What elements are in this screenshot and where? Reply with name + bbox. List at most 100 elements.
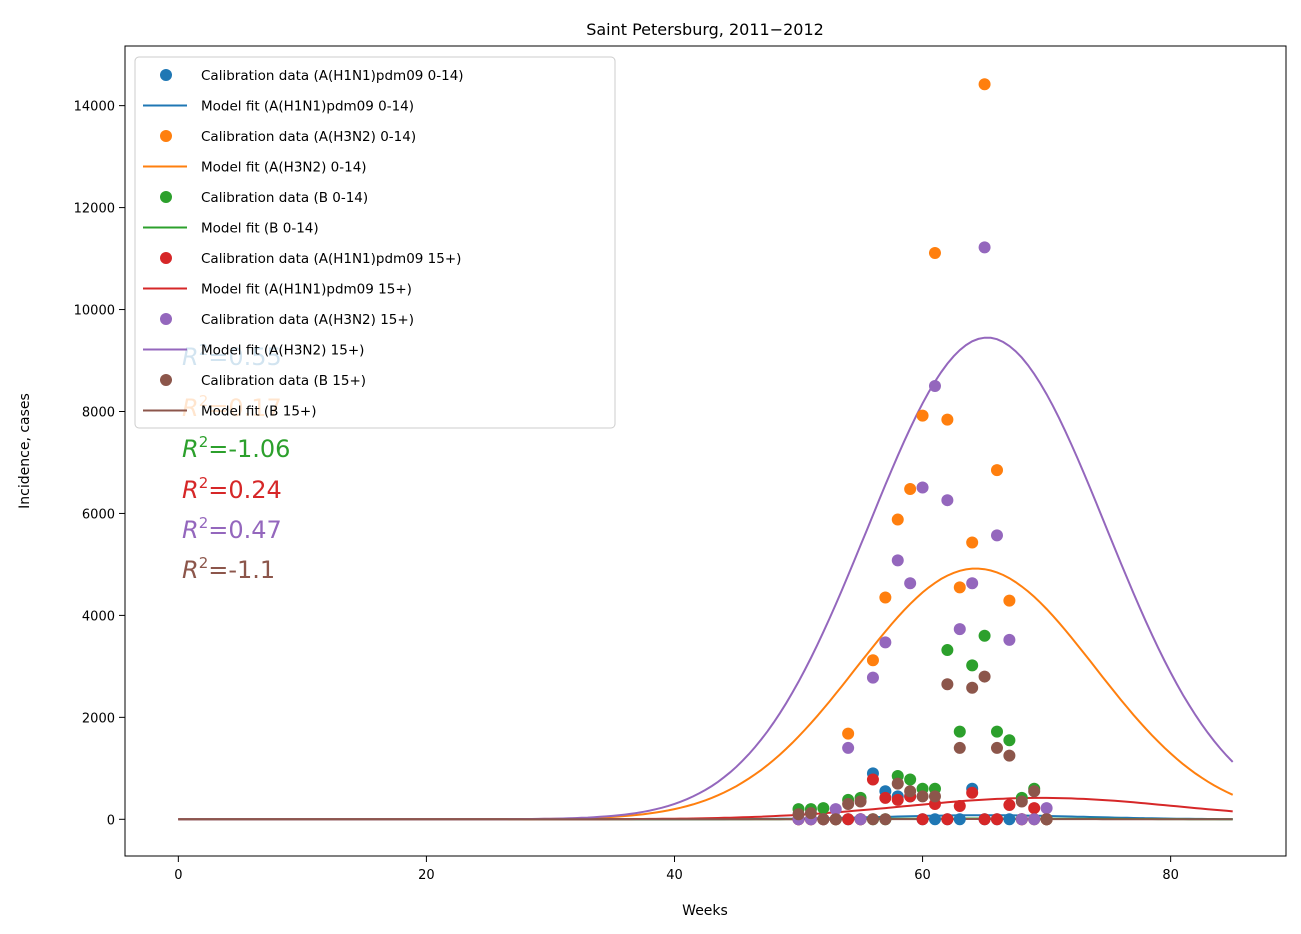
data-point-h1n1_adult [978,813,991,826]
x-tick-label: 80 [1162,868,1179,883]
data-point-h3n2_adult [928,380,941,393]
data-point-b_child [978,629,991,642]
legend-marker-h3n2_adult [160,313,172,325]
data-point-b_adult [817,813,830,826]
data-point-h1n1_adult [916,813,929,826]
data-point-h1n1_adult [866,773,879,786]
data-point-b_adult [928,790,941,803]
legend-label: Model fit (A(H1N1)pdm09 0-14) [201,99,414,115]
model-fit-lines [178,336,1234,821]
data-point-h3n2_child [978,78,991,91]
plot-frame [124,45,1287,857]
x-tick-label: 40 [666,868,683,883]
legend-label: Model fit (A(H1N1)pdm09 15+) [201,282,412,298]
data-point-h3n2_adult [1040,802,1053,815]
legend-label: Model fit (B 15+) [201,404,317,420]
data-point-h1n1_adult [1028,802,1041,815]
y-tick-label: 4000 [82,609,115,624]
data-point-h3n2_child [891,513,904,526]
data-point-h1n1_child [928,813,941,826]
legend-marker-h1n1_child [160,69,172,81]
data-point-h1n1_adult [842,813,855,826]
x-tick-label: 20 [418,868,435,883]
data-point-b_child [1003,734,1016,747]
y-tick-label: 14000 [74,100,115,115]
data-point-b_adult [1028,785,1041,798]
data-point-h1n1_adult [953,800,966,813]
data-point-b_adult [978,670,991,683]
data-point-h3n2_adult [879,636,892,649]
data-point-h3n2_adult [842,741,855,754]
data-point-b_child [817,802,830,815]
data-point-h1n1_adult [891,793,904,806]
x-tick-label: 0 [174,868,182,883]
x-axis-title: Weeks [682,903,728,919]
data-point-b_adult [1003,749,1016,762]
data-point-h3n2_adult [1015,813,1028,826]
chart-title: Saint Petersburg, 2011−2012 [586,20,824,39]
data-point-b_adult [891,777,904,790]
x-axis-ticks: 0 20 40 60 80 [174,856,1179,883]
y-axis-title: Incidence, cases [17,393,33,509]
data-point-h3n2_child [966,536,979,549]
data-point-h3n2_child [941,413,954,426]
data-point-h3n2_adult [978,241,991,254]
y-tick-label: 0 [107,813,115,828]
data-point-h3n2_adult [854,813,867,826]
r2-label-b_adult: R2=-1.1 [182,554,275,584]
data-point-h3n2_child [842,727,855,740]
data-point-h1n1_adult [966,786,979,799]
data-point-b_adult [1040,813,1053,826]
data-point-b_adult [879,813,892,826]
data-point-h3n2_adult [904,577,917,590]
data-point-b_adult [792,808,805,821]
legend-label: Model fit (A(H3N2) 15+) [201,343,364,359]
legend-label: Calibration data (A(H3N2) 0-14) [201,129,416,145]
data-point-h3n2_adult [966,577,979,590]
y-tick-label: 8000 [82,405,115,420]
data-point-b_adult [953,741,966,754]
data-point-b_child [966,659,979,672]
legend-box [134,56,616,429]
y-axis-ticks: 0 2000 4000 6000 8000 10000 12000 14000 [74,100,125,828]
y-tick-label: 10000 [74,304,115,319]
data-point-b_adult [966,681,979,694]
legend-label: Calibration data (B 0-14) [201,190,368,206]
data-point-b_adult [1015,795,1028,808]
data-point-b_child [990,725,1003,738]
data-point-h1n1_adult [879,791,892,804]
legend-label: Calibration data (A(H1N1)pdm09 15+) [201,251,461,267]
legend-marker-h3n2_child [160,130,172,142]
legend: Calibration data (A(H1N1)pdm09 0-14) Mode… [134,56,616,429]
data-point-h3n2_adult [1028,813,1041,826]
y-tick-label: 2000 [82,711,115,726]
data-point-h3n2_adult [891,554,904,567]
calibration-points [792,78,1053,826]
data-point-h3n2_child [953,581,966,594]
data-point-h1n1_child [953,813,966,826]
x-tick-label: 60 [914,868,931,883]
data-point-h3n2_child [990,464,1003,477]
data-point-b_child [941,644,954,657]
data-point-h3n2_child [916,409,929,422]
r2-label-h3n2_adult: R2=0.47 [182,514,282,544]
legend-label: Calibration data (A(H1N1)pdm09 0-14) [201,68,464,84]
data-point-h3n2_child [904,482,917,495]
data-point-b_adult [842,798,855,811]
data-point-h3n2_adult [829,803,842,816]
data-point-h3n2_adult [1003,633,1016,646]
data-point-h1n1_child [1003,813,1016,826]
r2-label-b_child: R2=-1.06 [182,433,290,463]
data-point-h3n2_adult [866,671,879,684]
y-tick-label: 12000 [74,202,115,217]
data-point-b_child [953,725,966,738]
legend-label: Model fit (A(H3N2) 0-14) [201,160,367,176]
legend-marker-b_adult [160,374,172,386]
data-point-b_adult [829,813,842,826]
data-point-h1n1_adult [1003,799,1016,812]
legend-label: Calibration data (A(H3N2) 15+) [201,312,414,328]
data-point-b_adult [916,790,929,803]
data-point-h3n2_adult [990,529,1003,542]
y-tick-label: 6000 [82,507,115,522]
